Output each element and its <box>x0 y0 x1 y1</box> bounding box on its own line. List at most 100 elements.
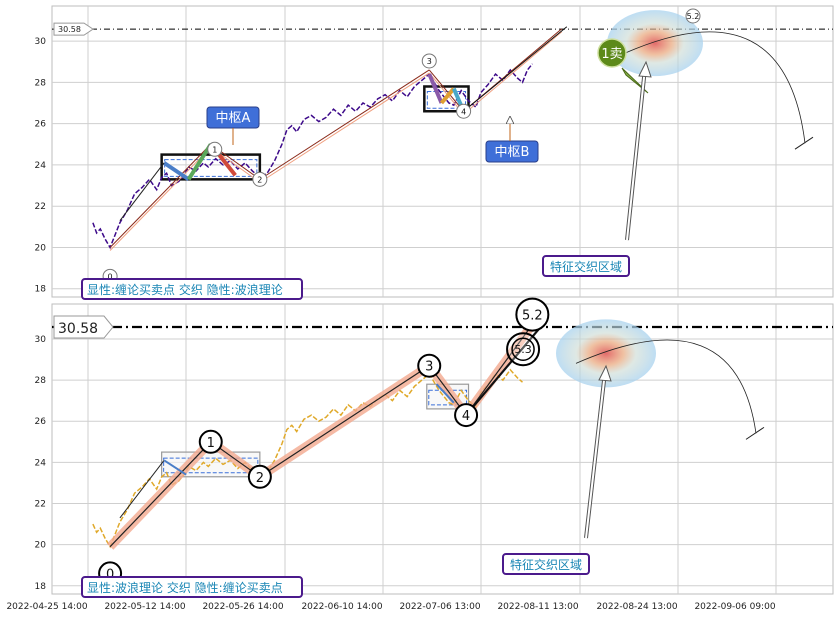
wave-segment-offset <box>109 146 212 251</box>
y-tick-label: 26 <box>35 120 47 130</box>
zhongshu-inner-box <box>163 457 259 474</box>
trend-stroke <box>119 460 165 519</box>
zhongshu-leg <box>186 143 213 181</box>
y-tick-label: 24 <box>35 458 47 468</box>
x-tick-label: 2022-05-26 14:00 <box>202 602 283 612</box>
x-tick-label: 2022-04-25 14:00 <box>6 602 87 612</box>
sell-point-marker <box>597 38 627 68</box>
wave-point-label: 3 <box>425 360 433 375</box>
zone-label: 特征交织区域 <box>510 557 582 572</box>
projection-end-tick <box>794 136 814 150</box>
x-tick-label: 2022-05-12 14:00 <box>104 602 185 612</box>
y-tick-label: 30 <box>35 335 47 345</box>
sell-point-label: 1卖 <box>601 47 622 62</box>
zhongshu-leg <box>427 73 444 104</box>
zhongshu-inner-box <box>426 90 467 109</box>
wave-point-label: 2 <box>256 471 264 486</box>
wave-point-label: 0 <box>106 567 114 582</box>
projection-arc <box>575 339 757 434</box>
interleave-zone <box>556 319 656 388</box>
legend-text: 显性:缠论买卖点 交织 隐性:波浪理论 <box>87 282 283 297</box>
zone-label: 特征交织区域 <box>550 259 622 274</box>
wave-point-marker <box>421 53 437 69</box>
wave-segment <box>428 69 464 112</box>
wave-point-marker <box>207 141 223 157</box>
zhongshu-leg <box>435 383 455 404</box>
breakout-line <box>463 26 568 112</box>
wave-point-marker <box>417 353 442 378</box>
projection-arc <box>624 31 806 144</box>
top-panel: 18 20 22 24 26 28 30 30.58 0 1 2 3 4 5.2 中枢A 中枢B 1卖特征交织区… <box>35 5 834 300</box>
y-tick-label: 26 <box>35 417 47 427</box>
wave-point-label: 4 <box>461 107 466 116</box>
reference-tag <box>53 315 114 339</box>
wave-point-marker <box>247 464 272 489</box>
legend-box <box>81 576 303 598</box>
wave-point-label: 0 <box>108 272 113 281</box>
wave-point-marker <box>198 429 223 454</box>
y-tick-label: 30 <box>35 37 47 47</box>
plot-area <box>51 5 834 298</box>
zhongshu-leg <box>162 161 190 182</box>
legend-text: 显性:波浪理论 交织 隐性:缠论买卖点 <box>87 580 283 595</box>
wave-point-marker-inner <box>511 337 535 361</box>
trend-stroke <box>119 162 165 221</box>
wave-segment <box>109 143 212 248</box>
reference-tag <box>53 22 94 36</box>
zhongshu-leg <box>163 459 187 476</box>
x-axis: 2022-04-25 14:00 2022-05-12 14:00 2022-05-… <box>6 602 775 612</box>
price-line <box>92 368 523 549</box>
zone-arrow-shaft-inner <box>585 371 606 539</box>
zhongshu-label: 中枢B <box>495 145 530 160</box>
x-tick-label: 2022-08-24 13:00 <box>596 602 677 612</box>
wave-point-label: 2 <box>257 175 262 184</box>
y-tick-label: 22 <box>35 500 46 510</box>
zone-label-box <box>502 553 590 575</box>
x-tick-label: 2022-08-11 13:00 <box>497 602 578 612</box>
y-tick-label: 18 <box>35 582 47 592</box>
wave-point-marker <box>456 103 472 119</box>
x-tick-label: 2022-06-10 14:00 <box>301 602 382 612</box>
wave-point-label: 4 <box>462 409 470 424</box>
wave-point-marker <box>685 8 701 24</box>
y-tick-label: 28 <box>35 78 47 88</box>
bottom-panel: 18 20 22 24 26 28 30 30.58 0 1 2 3 4 5.2 5.3 特征交织区域显性:波… <box>35 297 834 598</box>
breakout-line <box>465 321 546 416</box>
y-tick-label: 28 <box>35 376 47 386</box>
plot-area <box>51 303 834 595</box>
projection-end-tick <box>745 426 765 440</box>
y-tick-label: 20 <box>35 541 47 551</box>
y-tick-label: 22 <box>35 202 46 212</box>
x-tick-label: 2022-09-06 09:00 <box>694 602 775 612</box>
price-line <box>92 63 533 250</box>
zhongshu-leg <box>439 87 456 105</box>
wave-point-label: 5.2 <box>687 12 700 21</box>
wave-point-label: 1 <box>207 436 215 451</box>
wave-segment-offset <box>463 31 563 115</box>
zhongshu-box <box>423 85 470 113</box>
wave-point-marker <box>252 171 268 187</box>
y-tick-label: 20 <box>35 243 47 253</box>
zone-arrow-shaft-inner <box>626 67 646 241</box>
y-tick-label: 18 <box>35 285 47 295</box>
wave-point-label: 5.3 <box>514 343 532 356</box>
zone-label-box <box>542 255 630 277</box>
wave-point-marker <box>515 297 550 332</box>
zone-arrow-head <box>638 60 652 78</box>
x-tick-label: 2022-07-06 13:00 <box>399 602 480 612</box>
reference-value-label: 30.58 <box>58 321 98 337</box>
y-tick-label: 24 <box>35 161 47 171</box>
wave-point-marker <box>454 403 479 428</box>
reference-value-label: 30.58 <box>58 25 81 34</box>
wave-point-label: 1 <box>212 145 217 154</box>
wave-point-label: 3 <box>427 57 432 66</box>
wave-segment-offset <box>259 72 430 183</box>
legend-box <box>81 278 303 300</box>
wave-line <box>109 324 533 548</box>
zone-arrow-head <box>598 364 612 382</box>
zhongshu-label: 中枢A <box>216 111 251 126</box>
zhongshu-label-box <box>485 140 539 163</box>
wave-segment <box>259 69 430 180</box>
